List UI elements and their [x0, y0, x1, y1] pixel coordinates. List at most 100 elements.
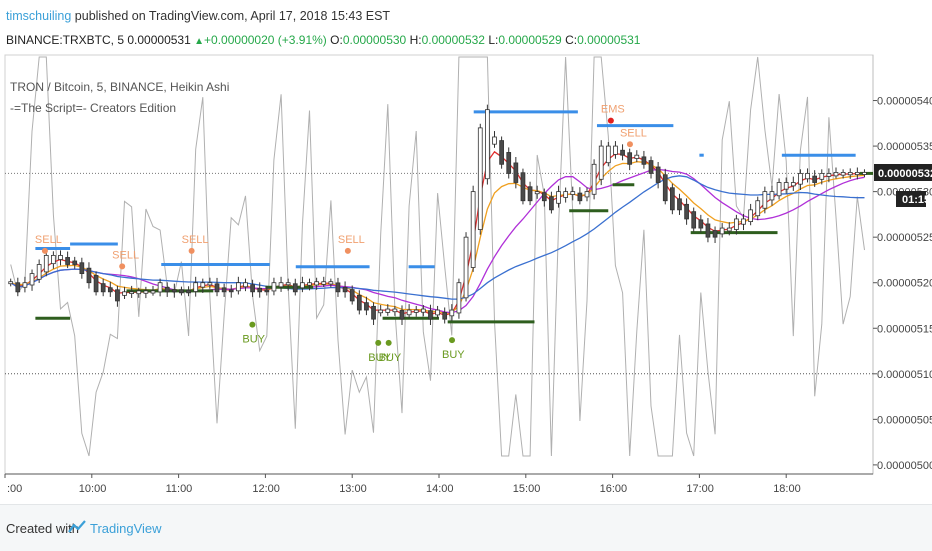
- candle-down: [179, 289, 184, 294]
- price-tick-label: 0.00000500: [877, 460, 932, 472]
- price-tick-label: 0.00000505: [877, 414, 932, 426]
- candle-down: [107, 287, 113, 293]
- candle-up: [769, 191, 775, 201]
- candle-down: [79, 262, 85, 275]
- candle-up: [591, 163, 597, 195]
- candle-up: [570, 191, 576, 195]
- buy-signal-label: BUY: [368, 352, 391, 364]
- candle-down: [520, 172, 526, 202]
- candle-up: [243, 282, 248, 288]
- time-tick-label: 12:00: [252, 483, 280, 495]
- time-tick-label: :00: [7, 483, 22, 495]
- tradingview-logo-icon: [68, 520, 86, 533]
- candle-up: [8, 281, 14, 285]
- price-change: +0.00000020 (+3.91%): [204, 33, 327, 47]
- candle-down: [499, 140, 504, 165]
- candle-down: [349, 289, 355, 302]
- candle-down: [627, 152, 633, 165]
- candle-up: [378, 309, 384, 314]
- candle-up: [449, 309, 455, 317]
- candle-up: [584, 191, 590, 198]
- candle-up: [854, 172, 860, 175]
- candle-down: [684, 203, 689, 220]
- tradingview-link[interactable]: TradingView: [90, 521, 162, 536]
- candle-down: [428, 310, 433, 320]
- price-axis: 0.000005400.000005350.000005300.00000525…: [873, 96, 932, 472]
- candle-up: [492, 136, 497, 145]
- sell-signal-label: SELL: [620, 127, 647, 139]
- candle-up: [726, 227, 732, 232]
- buy-signal-label: BUY: [442, 349, 465, 361]
- candle-up: [840, 172, 846, 176]
- candle-up: [413, 309, 419, 313]
- candle-up: [157, 282, 163, 293]
- candle-down: [86, 267, 92, 284]
- symbol-label[interactable]: BINANCE:TRXBTC, 5: [6, 33, 125, 47]
- time-tick-label: 17:00: [686, 483, 714, 495]
- candle-down: [655, 166, 661, 183]
- price-tick-label: 0.00000535: [877, 141, 932, 153]
- candle-up: [776, 182, 782, 197]
- open-label: O:: [330, 33, 343, 47]
- price-tick-label: 0.00000525: [877, 232, 932, 244]
- ma-blue-line: [10, 175, 865, 300]
- candle-up: [420, 308, 426, 313]
- candle-down: [399, 309, 405, 320]
- candle-up: [150, 290, 156, 294]
- candle-down: [698, 219, 704, 229]
- published-text: published on TradingView.com, April 17, …: [74, 9, 391, 23]
- price-tick-label: 0.00000520: [877, 278, 932, 290]
- candle-down: [442, 312, 448, 320]
- candle-down: [100, 283, 106, 293]
- candle-down: [549, 196, 554, 211]
- up-arrow-icon: ▲: [194, 36, 205, 47]
- candle-up: [741, 218, 746, 225]
- sell-dot: [607, 117, 614, 124]
- last-price-tag-text: 0.00000532: [878, 168, 932, 180]
- candle-down: [15, 282, 21, 293]
- candle-up: [598, 145, 604, 180]
- candle-down: [65, 257, 70, 265]
- candle-up: [485, 109, 490, 180]
- price-tick-label: 0.00000510: [877, 369, 932, 381]
- candle-up: [826, 173, 832, 177]
- candle-down: [506, 152, 512, 174]
- candle-up: [790, 182, 796, 187]
- time-tick-label: 13:00: [339, 483, 367, 495]
- candle-up: [392, 308, 398, 313]
- close-value: 0.00000531: [577, 33, 641, 47]
- time-tick-label: 16:00: [600, 483, 628, 495]
- candle-down: [264, 289, 270, 293]
- candle-up: [22, 282, 28, 288]
- candle-up: [563, 191, 568, 198]
- signal-levels: [35, 110, 873, 324]
- publish-info: timschuiling published on TradingView.co…: [6, 9, 390, 23]
- candle-up: [385, 308, 391, 313]
- candle-down: [356, 294, 362, 311]
- candle-up: [271, 282, 277, 292]
- candle-up: [278, 282, 284, 288]
- candle-up: [477, 127, 483, 230]
- candle-down: [257, 287, 263, 293]
- candle-down: [541, 192, 547, 202]
- sell-signal-label: SELL: [112, 249, 139, 261]
- price-tick-label: 0.00000540: [877, 96, 932, 108]
- low-value: 0.00000529: [498, 33, 562, 47]
- sell-dot: [41, 247, 48, 254]
- candle-down: [641, 156, 647, 165]
- candle-up: [200, 282, 206, 288]
- sell-dot: [119, 263, 126, 270]
- candle-up: [129, 291, 134, 294]
- candle-up: [300, 282, 305, 289]
- candle-up: [321, 281, 327, 285]
- author-link[interactable]: timschuiling: [6, 9, 72, 23]
- buy-dot: [449, 337, 456, 344]
- candle-down: [171, 289, 177, 293]
- candle-down: [662, 174, 668, 202]
- countdown-text: 01:15: [902, 194, 930, 206]
- candle-down: [250, 284, 255, 293]
- buy-dot: [375, 339, 382, 346]
- sell-signal-label: SELL: [338, 234, 365, 246]
- candle-up: [613, 145, 618, 155]
